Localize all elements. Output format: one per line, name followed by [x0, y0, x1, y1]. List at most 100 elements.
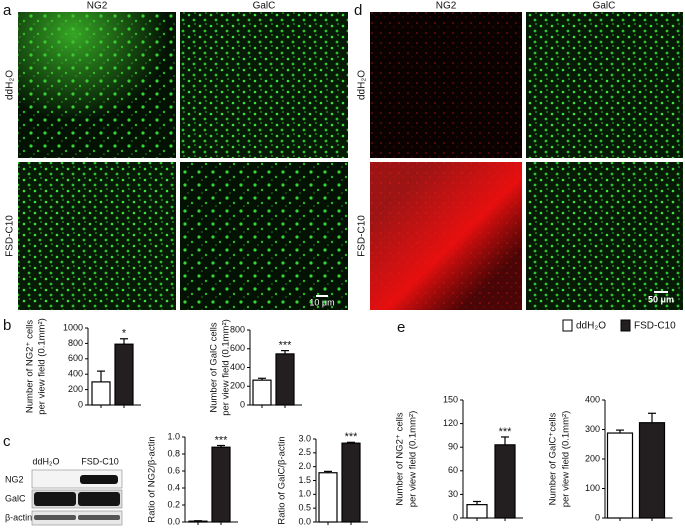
- y-tick-label: 200: [68, 384, 83, 394]
- y-tick-label: 0: [595, 512, 600, 522]
- y-axis-label: Number of GalC⁺cells: [548, 412, 559, 505]
- column-label: GalC: [253, 1, 276, 12]
- y-tick-label: 0.4: [167, 482, 180, 492]
- y-tick-label: 400: [68, 369, 83, 379]
- y-tick-label: 1.0: [298, 489, 311, 499]
- y-axis-label: per view field (0.1mm²): [221, 319, 232, 416]
- y-axis-label: Ratio of NG2/β-actin: [147, 436, 158, 522]
- y-tick-label: 200: [585, 453, 600, 463]
- blot-band: [78, 492, 120, 506]
- bar: [638, 422, 666, 519]
- micrograph: [526, 162, 683, 310]
- blot-band: [34, 515, 76, 520]
- y-axis-label: per view field (0.1mm²): [561, 411, 572, 508]
- micrograph: [18, 162, 176, 310]
- y-tick-label: 1.5: [298, 475, 311, 485]
- micrograph-band: [370, 162, 522, 310]
- row-label: ddH₂O: [5, 70, 16, 100]
- y-tick-label: 0.6: [167, 465, 180, 475]
- panel-letter: c: [3, 433, 11, 450]
- column-label: NG2: [87, 1, 108, 12]
- bar: [91, 381, 111, 406]
- y-tick-label: 0.5: [298, 503, 311, 513]
- significance-label: ***: [499, 426, 513, 438]
- y-tick-label: 1.0: [167, 431, 180, 441]
- legend-swatch: [620, 319, 631, 332]
- micrograph: [180, 162, 348, 310]
- y-tick-label: 400: [230, 362, 245, 372]
- y-tick-label: 600: [230, 343, 245, 353]
- significance-label: ***: [345, 431, 359, 443]
- y-tick-label: 0: [78, 399, 83, 409]
- y-tick-label: 0.8: [167, 448, 180, 458]
- blot-row: NG2: [5, 474, 24, 484]
- significance-label: ***: [215, 434, 229, 446]
- blot-lane: FSD-C10: [81, 456, 119, 466]
- bar: [606, 432, 634, 519]
- y-tick-label: 120: [443, 418, 458, 428]
- y-tick-label: 90: [448, 442, 458, 452]
- bar: [341, 442, 361, 523]
- y-tick-label: 600: [68, 353, 83, 363]
- bar: [275, 353, 295, 406]
- blot-strip: [31, 510, 123, 526]
- y-tick-label: 0.2: [167, 499, 180, 509]
- y-tick-label: 0.0: [298, 516, 311, 526]
- micrograph: [180, 12, 348, 158]
- row-label: FSD-C10: [5, 215, 16, 257]
- panel-letter: d: [354, 2, 362, 19]
- y-tick-label: 0: [240, 399, 245, 409]
- y-tick-label: 30: [448, 489, 458, 499]
- scale-label: 50 μm: [648, 294, 674, 304]
- bar: [466, 504, 488, 519]
- significance-label: *: [122, 328, 127, 340]
- y-tick-label: 800: [230, 324, 245, 334]
- blot-row: β-actin: [5, 512, 32, 522]
- y-tick-label: 60: [448, 465, 458, 475]
- y-tick-label: 200: [230, 381, 245, 391]
- y-tick-label: 300: [585, 424, 600, 434]
- blot-band: [80, 475, 118, 484]
- bar: [318, 472, 338, 523]
- y-axis-label: Number of GalC cells: [209, 322, 220, 413]
- y-axis-label: per view field (0.1mm²): [37, 318, 48, 415]
- blot-band: [78, 515, 120, 520]
- column-label: NG2: [436, 1, 457, 12]
- y-axis-label: per view field (0.1mm²): [408, 411, 419, 508]
- y-tick-label: 100: [585, 483, 600, 493]
- row-label: ddH₂O: [357, 70, 368, 100]
- y-tick-label: 0.0: [167, 516, 180, 526]
- y-tick-label: 2.5: [298, 447, 311, 457]
- legend-swatch: [562, 319, 573, 332]
- bar: [114, 343, 134, 406]
- y-tick-label: 800: [68, 338, 83, 348]
- scale-label: 10 μm: [309, 297, 334, 307]
- y-axis-label: Ratio of GalC/β-actin: [277, 436, 288, 524]
- y-tick-label: 1000: [63, 322, 83, 332]
- y-tick-label: 0: [453, 512, 458, 522]
- y-tick-label: 400: [585, 394, 600, 404]
- bar: [494, 444, 516, 519]
- y-axis-label: Number of NG2⁺ cells: [25, 320, 36, 413]
- panel-letter: a: [3, 2, 12, 19]
- micrograph-glow: [18, 12, 176, 158]
- bar: [188, 520, 208, 523]
- y-tick-label: 3.0: [298, 433, 311, 443]
- y-axis-label: Number of NG2⁺ cells: [395, 412, 406, 505]
- y-tick-label: 150: [443, 394, 458, 404]
- row-label: FSD-C10: [357, 215, 368, 257]
- blot-row: GalC: [5, 493, 26, 503]
- y-tick-label: 2.0: [298, 461, 311, 471]
- blot-band: [34, 492, 76, 506]
- micrograph: [526, 12, 683, 158]
- panel-letter: e: [397, 319, 405, 336]
- bar: [252, 379, 272, 406]
- blot-lane: ddH₂O: [32, 456, 59, 466]
- panel-letter: b: [3, 317, 11, 334]
- legend-label: ddH₂O: [576, 321, 606, 332]
- legend-label: FSD-C10: [634, 321, 676, 332]
- bar: [211, 446, 231, 523]
- column-label: GalC: [593, 1, 616, 12]
- significance-label: ***: [279, 340, 293, 352]
